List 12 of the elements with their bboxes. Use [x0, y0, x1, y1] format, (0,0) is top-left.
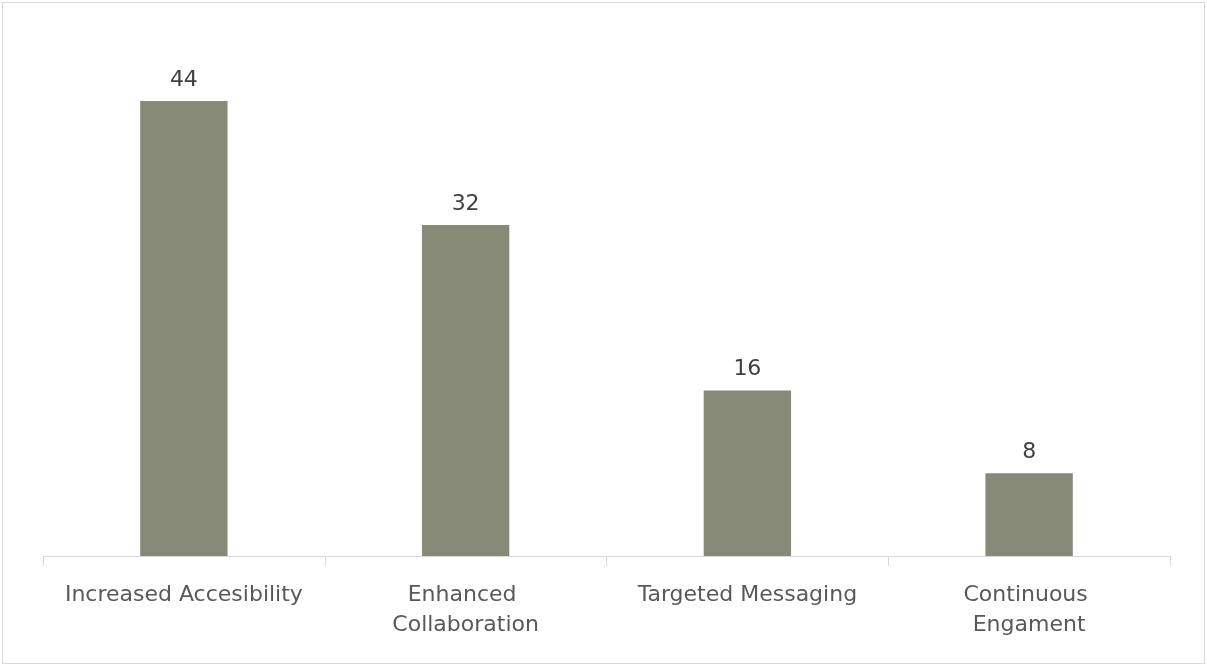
- bar: [140, 101, 228, 556]
- x-tick-label: Continuous Engament: [963, 580, 1095, 636]
- x-tick-label: Increased Accesibility: [64, 580, 303, 606]
- data-label: 8: [1022, 437, 1037, 463]
- bar: [985, 473, 1073, 556]
- x-tick-label: Targeted Messaging: [636, 580, 858, 606]
- x-tick-label: Enhanced Collaboration: [392, 580, 539, 636]
- data-label: 16: [733, 355, 762, 381]
- data-label: 44: [169, 65, 198, 91]
- bar: [703, 390, 792, 556]
- bar: [421, 225, 510, 556]
- data-label: 32: [451, 189, 480, 215]
